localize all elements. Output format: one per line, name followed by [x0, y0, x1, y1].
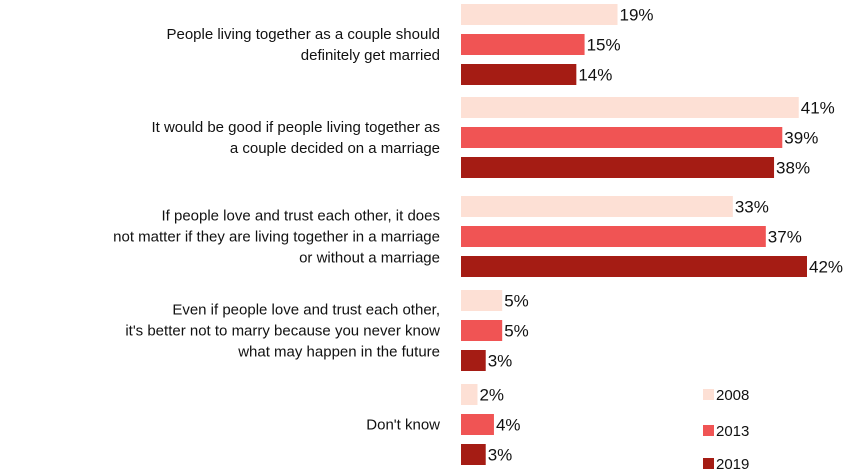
- bar-2019: [461, 444, 486, 465]
- value-label: 39%: [784, 129, 818, 148]
- category-label: definitely get married: [301, 47, 440, 64]
- bar-2019: [461, 157, 775, 178]
- category-label: If people love and trust each other, it …: [161, 208, 440, 225]
- value-label: 19%: [620, 6, 654, 25]
- bar-2008: [461, 196, 733, 217]
- bar-2019: [461, 350, 486, 371]
- category-label: not matter if they are living together i…: [113, 229, 440, 246]
- category-label: it's better not to marry because you nev…: [125, 323, 440, 340]
- value-label: 33%: [735, 198, 769, 217]
- category-label: what may happen in the future: [237, 344, 440, 361]
- legend-swatch-2019: [703, 458, 714, 469]
- value-label: 15%: [587, 36, 621, 55]
- bar-2008: [461, 384, 478, 405]
- value-label: 3%: [488, 446, 513, 465]
- bar-2019: [461, 64, 577, 85]
- bar-2013: [461, 127, 783, 148]
- value-label: 42%: [809, 258, 843, 277]
- bar-2008: [461, 290, 503, 311]
- legend-swatch-2013: [703, 425, 714, 436]
- value-label: 38%: [776, 159, 810, 178]
- category-label: People living together as a couple shoul…: [166, 26, 440, 43]
- category-label: a couple decided on a marriage: [230, 140, 440, 157]
- value-labels: 19% 15% 14% 41% 39% 38% 33% 37% 42% 5% 5% 3% 2% 4% 3%: [479, 6, 843, 465]
- legend-swatch-2008: [703, 389, 714, 400]
- value-label: 5%: [504, 322, 529, 341]
- value-label: 2%: [479, 386, 504, 405]
- category-label: Even if people love and trust each other…: [172, 302, 440, 319]
- value-label: 14%: [578, 66, 612, 85]
- bar-2013: [461, 320, 503, 341]
- value-label: 37%: [768, 228, 802, 247]
- value-label: 3%: [488, 352, 513, 371]
- legend-label-2013: 2013: [716, 423, 749, 440]
- bar-2013: [461, 226, 766, 247]
- bars-layer: [461, 4, 807, 465]
- category-label: or without a marriage: [299, 250, 440, 267]
- value-label: 5%: [504, 292, 529, 311]
- legend-label-2008: 2008: [716, 387, 749, 404]
- bar-2013: [461, 414, 494, 435]
- category-labels: People living together as a couple shoul…: [113, 26, 440, 434]
- bar-2008: [461, 97, 799, 118]
- category-label: Don't know: [366, 417, 440, 434]
- category-label: It would be good if people living togeth…: [151, 119, 440, 136]
- value-label: 4%: [496, 416, 521, 435]
- bar-2013: [461, 34, 585, 55]
- legend-label-2019: 2019: [716, 456, 749, 473]
- bar-2008: [461, 4, 618, 25]
- value-label: 41%: [801, 99, 835, 118]
- legend: 2008 2013 2019: [703, 387, 749, 473]
- bar-2019: [461, 256, 807, 277]
